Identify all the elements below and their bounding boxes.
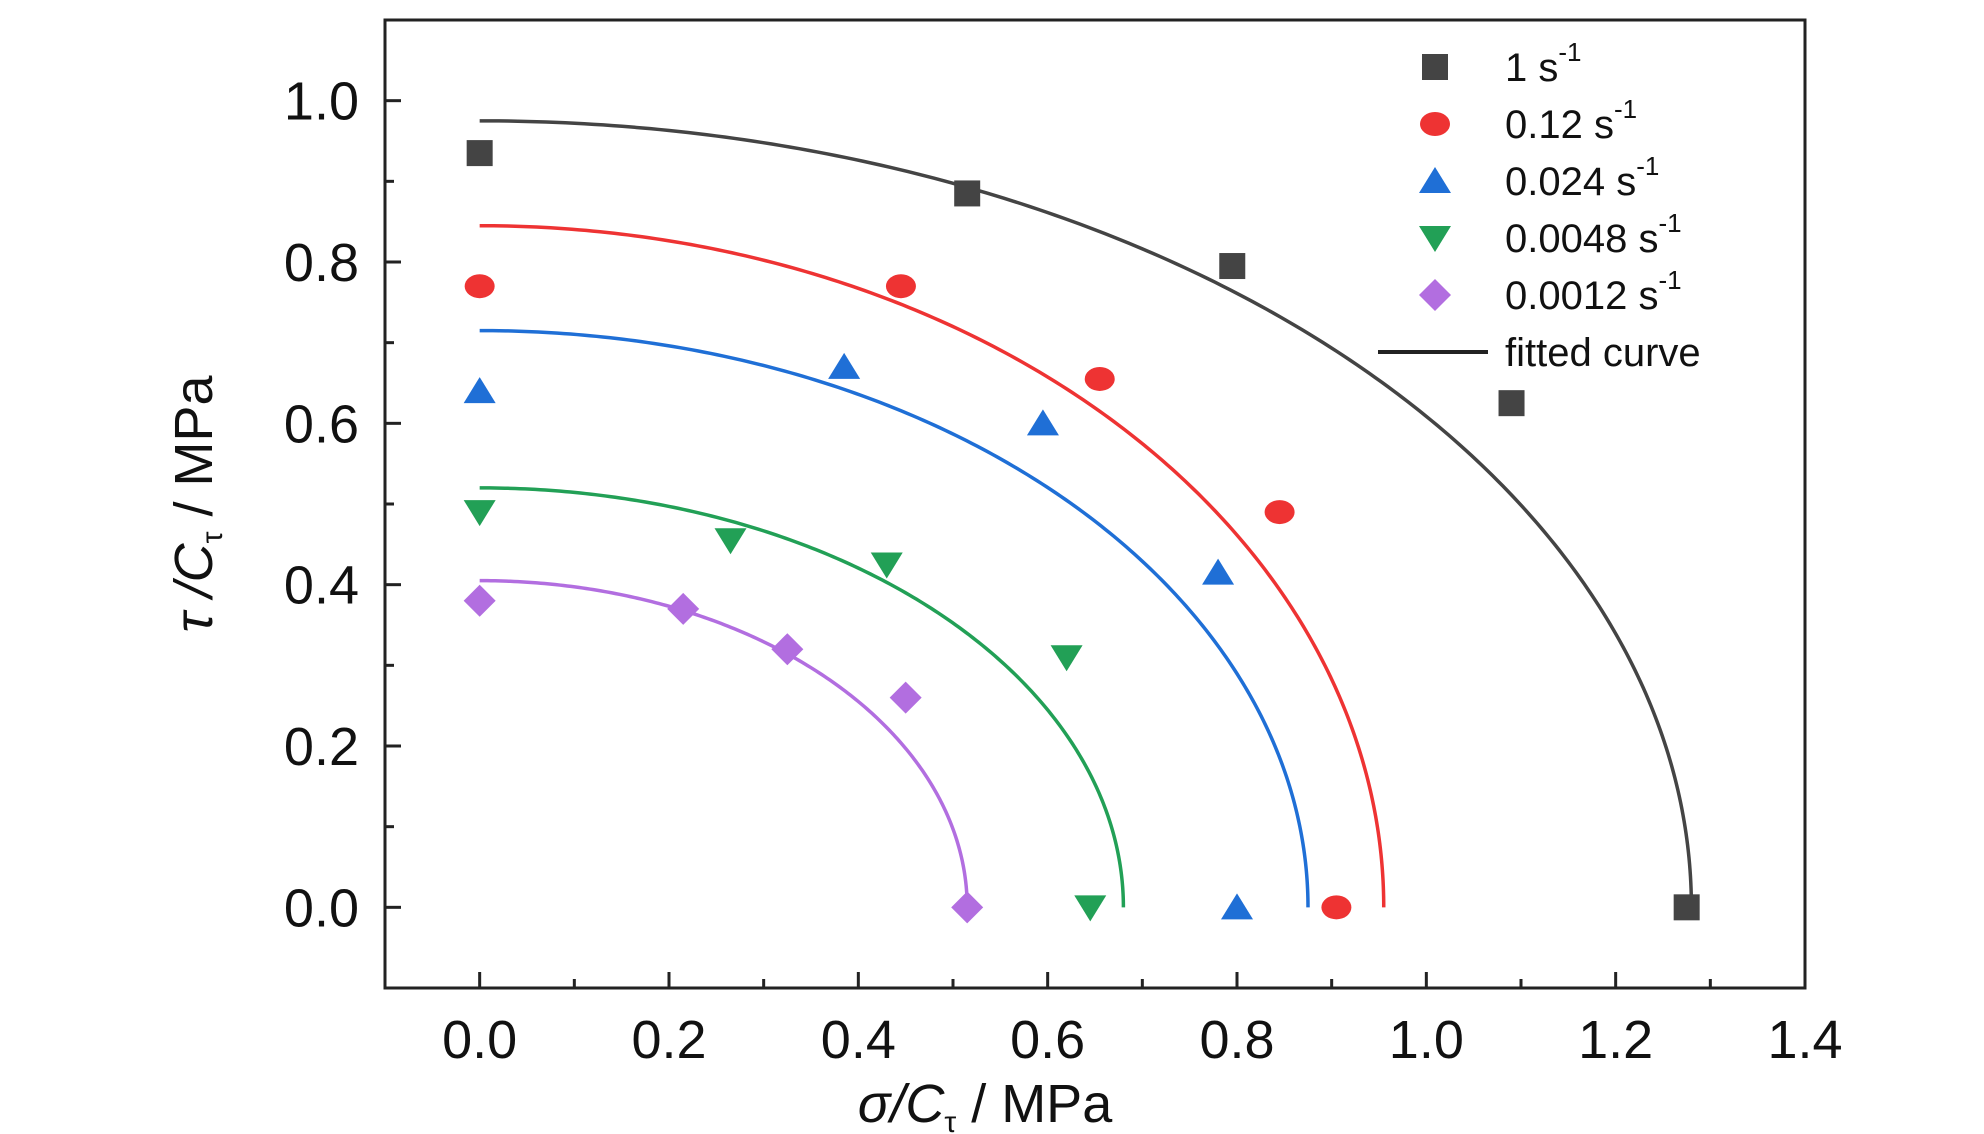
y-axis-label-main: τ /C <box>164 542 224 632</box>
legend: 1 s-10.12 s-10.024 s-10.0048 s-10.0012 s… <box>1378 37 1701 375</box>
x-tick-label: 0.8 <box>1199 1010 1274 1070</box>
fitted-curve-line <box>479 578 969 908</box>
y-tick-label: 0.2 <box>284 717 359 777</box>
data-point <box>870 552 903 579</box>
legend-marker <box>1420 112 1450 136</box>
x-tick-label: 1.0 <box>1389 1010 1464 1070</box>
data-point <box>1050 645 1083 672</box>
data-point <box>463 500 496 527</box>
data-point <box>951 891 984 924</box>
data-point <box>889 681 922 714</box>
legend-marker <box>1419 279 1451 311</box>
legend-fitted-label: fitted curve <box>1505 331 1701 375</box>
y-axis-label-unit: / MPa <box>164 374 224 531</box>
fitted-curves <box>479 119 1694 908</box>
legend-label: 1 s-1 <box>1505 37 1581 90</box>
data-point <box>464 274 495 299</box>
x-tick-label: 0.6 <box>1010 1010 1085 1070</box>
legend-marker <box>1422 54 1448 80</box>
data-point <box>1219 253 1246 280</box>
data-point <box>1498 390 1525 417</box>
data-point <box>1084 366 1115 391</box>
x-tick-label: 1.2 <box>1578 1010 1653 1070</box>
y-tick-label: 0.0 <box>284 878 359 938</box>
legend-marker <box>1419 226 1451 252</box>
y-tick-label: 1.0 <box>284 72 359 132</box>
data-markers <box>463 140 1700 924</box>
data-point <box>1321 895 1352 920</box>
legend-label: 0.0048 s-1 <box>1505 208 1682 261</box>
fitted-curve-line <box>479 486 1126 908</box>
y-axis-label: τ /Cτ / MPa <box>164 374 229 632</box>
y-tick-label: 0.8 <box>284 233 359 293</box>
x-tick-label: 1.4 <box>1767 1010 1842 1070</box>
y-axis-label-sub: τ <box>196 531 229 543</box>
fitted-curve-line <box>479 119 1694 908</box>
legend-marker <box>1419 167 1451 193</box>
fitted-curve-line <box>479 328 1310 908</box>
data-point <box>1202 558 1235 585</box>
data-point <box>1026 409 1059 436</box>
x-axis-label-unit: / MPa <box>956 1074 1113 1134</box>
x-tick-label: 0.0 <box>442 1010 517 1070</box>
data-point <box>954 180 981 207</box>
data-point <box>828 352 861 379</box>
y-tick-label: 0.6 <box>284 394 359 454</box>
data-point <box>466 140 493 167</box>
data-point <box>463 377 496 404</box>
data-point <box>1264 500 1295 525</box>
data-point <box>1074 895 1107 922</box>
data-point <box>771 633 804 666</box>
fitted-curve-line <box>479 223 1386 908</box>
tick-labels: 0.0 0.2 0.4 0.6 0.8 1.0 1.2 1.4 0.0 0.2 0.4 0.6 0.8 1… <box>284 72 1843 1070</box>
x-tick-label: 0.2 <box>631 1010 706 1070</box>
data-point <box>1221 893 1253 920</box>
x-axis-label-main: σ/C <box>858 1074 946 1134</box>
data-point <box>1673 894 1700 921</box>
legend-label: 0.12 s-1 <box>1505 94 1637 147</box>
legend-label: 0.0012 s-1 <box>1505 265 1682 318</box>
x-axis-label: σ/Cτ / MPa <box>858 1074 1113 1134</box>
data-point <box>463 584 496 617</box>
x-axis-label-sub: τ <box>944 1106 956 1134</box>
axis-ticks <box>383 18 1807 990</box>
data-point <box>714 528 747 555</box>
x-tick-label: 0.4 <box>821 1010 896 1070</box>
data-point <box>667 592 700 625</box>
legend-label: 0.024 s-1 <box>1505 151 1659 204</box>
data-point <box>885 274 916 299</box>
y-tick-label: 0.4 <box>284 556 359 616</box>
